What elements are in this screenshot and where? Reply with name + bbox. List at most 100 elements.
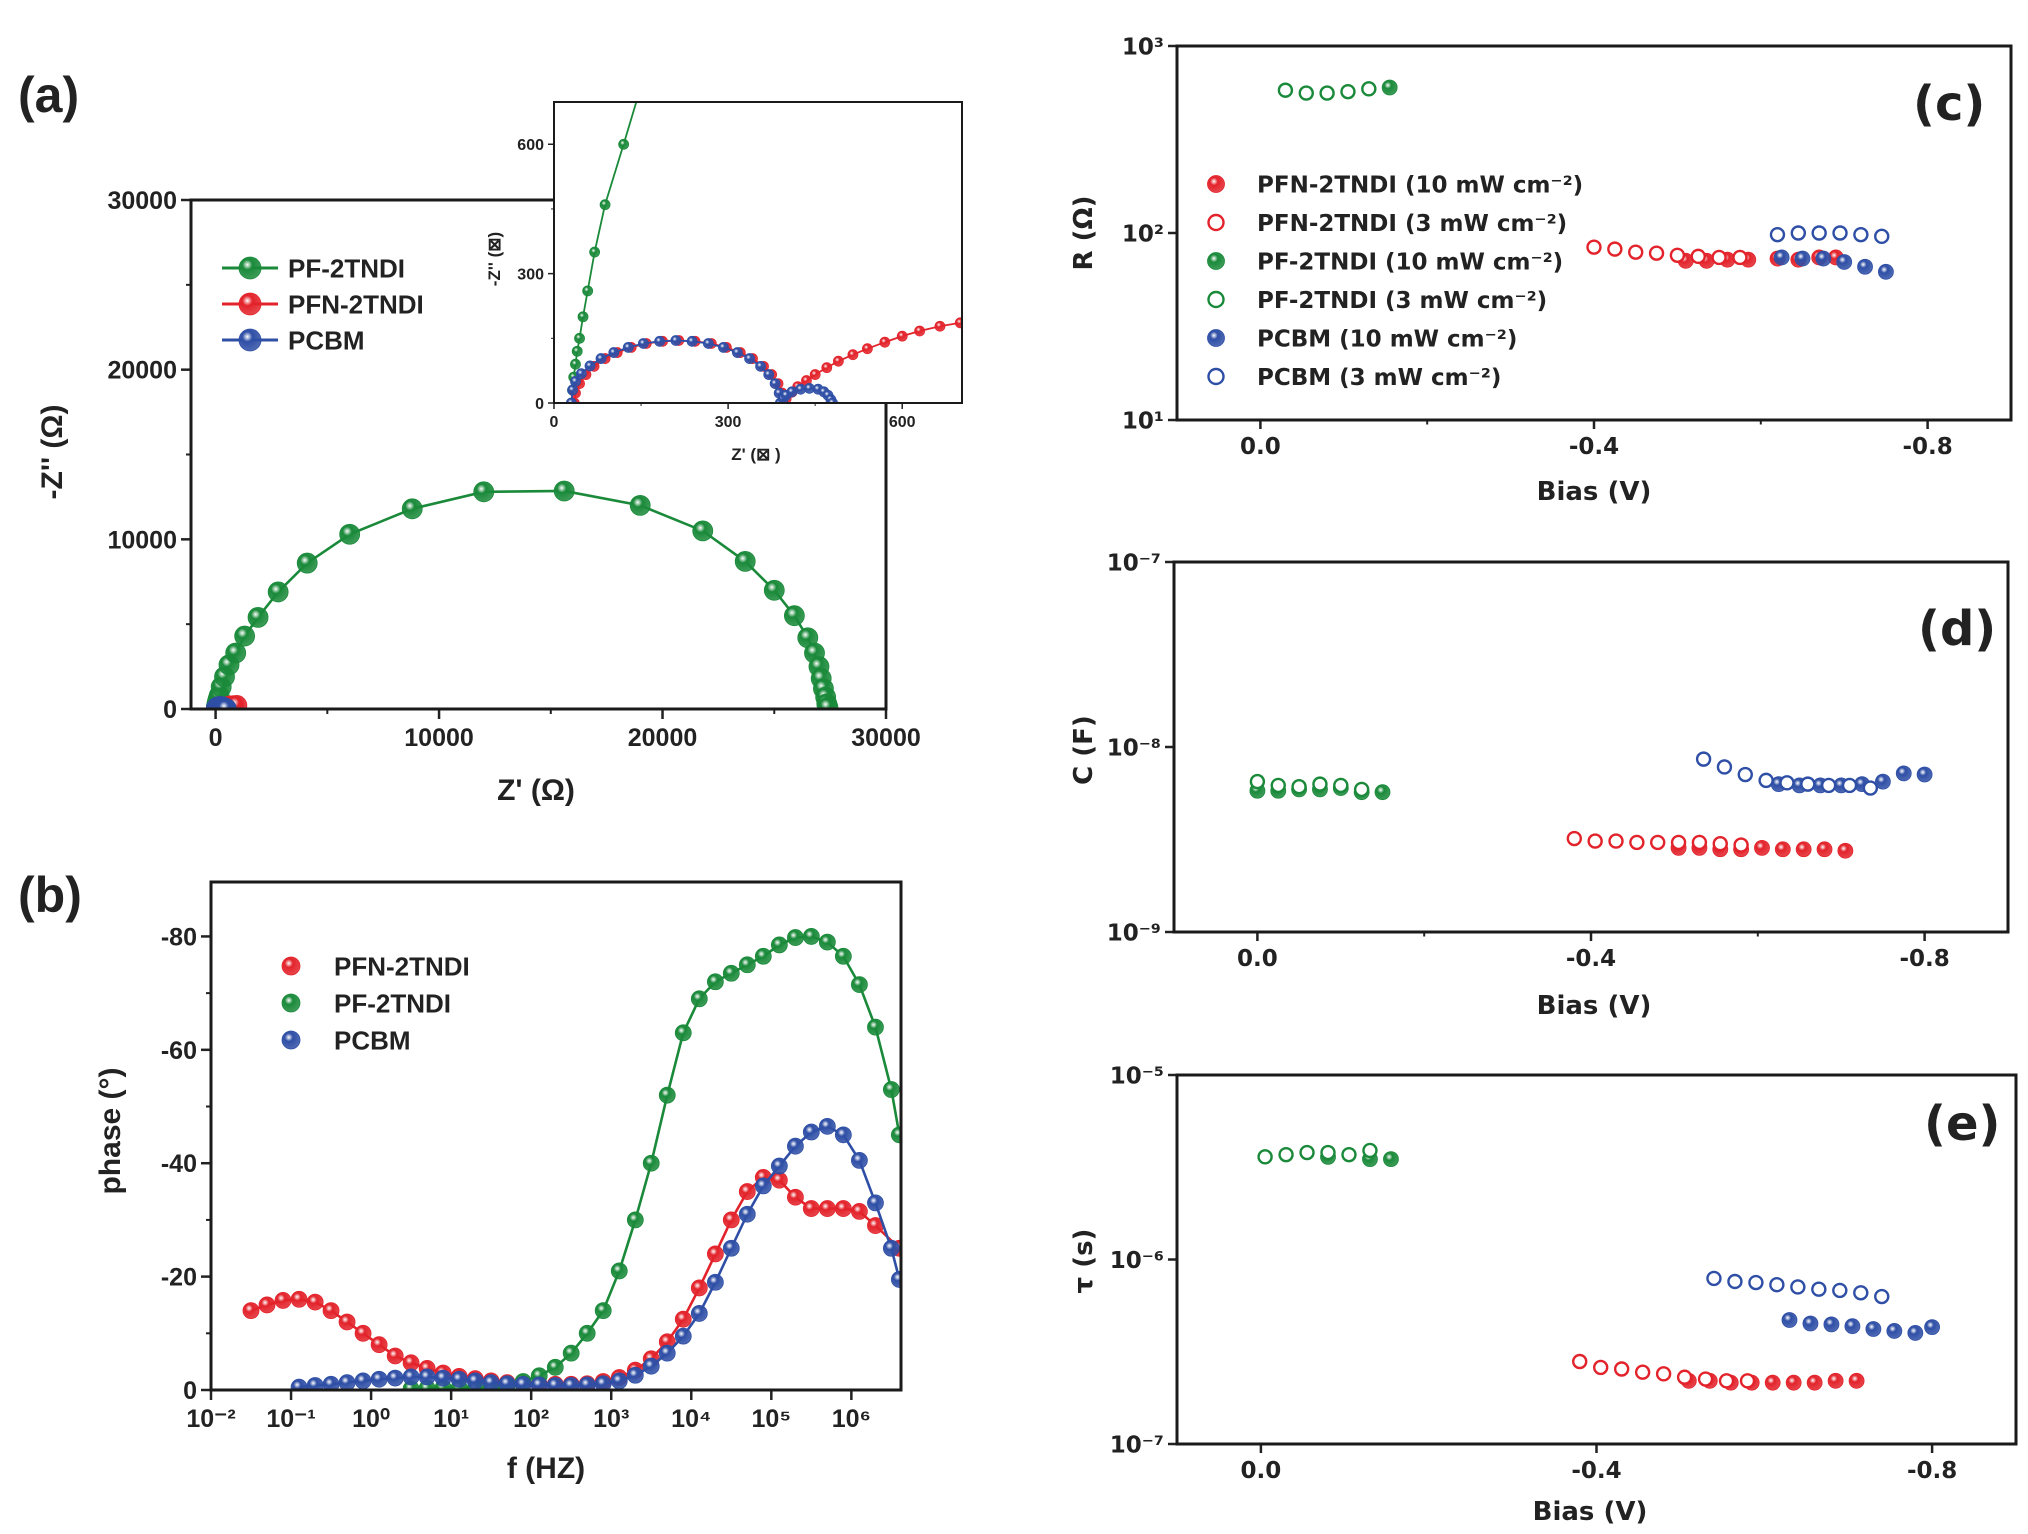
data-point — [1748, 1274, 1764, 1291]
data-point — [290, 1290, 308, 1308]
y-axis-title: R (Ω) — [1069, 196, 1099, 271]
data-point — [755, 360, 767, 372]
data-point — [575, 368, 587, 380]
data-point — [1769, 226, 1786, 243]
data-point — [418, 1368, 436, 1386]
data-point — [1299, 1144, 1315, 1161]
chart-panel-3: 10⁻² 10⁻¹ 10⁰ 10¹ 10² 10³ 10⁴ 10⁵ 10⁶ 0 -20 -40 -60 -… — [18, 867, 903, 1485]
legend-label: PCBM (10 mW cm⁻²) — [1257, 326, 1517, 352]
legend-label: PF-2TNDI (3 mW cm⁻²) — [1257, 288, 1547, 314]
y-tick-label: 10² — [1122, 221, 1164, 247]
data-point — [832, 355, 844, 367]
data-point — [1333, 777, 1349, 794]
data-point — [434, 1369, 452, 1387]
y-tick-label: 10⁻⁸ — [1107, 735, 1161, 761]
x-axis-title: Bias (V) — [1537, 991, 1652, 1021]
data-point — [1629, 834, 1645, 851]
data-point — [402, 1354, 420, 1372]
data-point — [594, 1375, 612, 1390]
data-point — [1670, 834, 1687, 851]
y-tick-label: 30000 — [107, 187, 177, 215]
axes-frame — [553, 101, 963, 404]
x-tick-label: 10000 — [404, 724, 474, 752]
data-point — [274, 1292, 292, 1309]
legend-marker — [281, 993, 301, 1013]
data-point — [1800, 776, 1816, 792]
data-point — [769, 378, 781, 389]
data-point — [818, 933, 836, 951]
x-tick-label: 0.0 — [1241, 1458, 1282, 1484]
data-point — [1823, 1316, 1840, 1333]
legend-item: PFN-2TNDI (10 mW cm⁻²) — [1207, 172, 1583, 198]
data-point — [1669, 247, 1686, 263]
x-tick-label: -0.8 — [1899, 946, 1949, 972]
data-point — [754, 947, 772, 965]
legend-item: PCBM (3 mW cm⁻²) — [1207, 365, 1501, 391]
data-point — [450, 1370, 468, 1388]
data-point — [1737, 766, 1753, 783]
data-point — [1655, 1366, 1672, 1382]
data-point — [570, 358, 581, 370]
y-tick-label: 0 — [183, 1377, 197, 1405]
data-point — [1732, 249, 1748, 266]
data-point — [686, 335, 698, 347]
data-point — [738, 1205, 756, 1223]
data-point — [1837, 842, 1854, 859]
x-tick-label: 0 — [550, 414, 559, 431]
data-point — [1697, 1371, 1714, 1387]
data-point — [1587, 833, 1603, 849]
axes-frame — [1175, 44, 2013, 422]
y-axis-title: τ (s) — [1069, 1229, 1099, 1294]
data-point — [1716, 759, 1733, 775]
data-point — [734, 550, 756, 572]
data-point — [386, 1347, 404, 1365]
data-point — [802, 1200, 820, 1217]
data-point — [890, 1126, 901, 1144]
y-tick-label: 10000 — [107, 526, 177, 554]
data-point — [722, 964, 740, 982]
legend-item: PFN-2TNDI (3 mW cm⁻²) — [1207, 211, 1567, 237]
legend-marker — [1207, 290, 1225, 309]
data-point — [1718, 1373, 1735, 1389]
legend-label: PCBM (3 mW cm⁻²) — [1257, 365, 1501, 391]
data-point — [1691, 834, 1708, 851]
data-point — [1862, 780, 1879, 796]
data-point — [1790, 1279, 1806, 1295]
data-point — [642, 1154, 660, 1172]
series-pcbm — [205, 696, 237, 709]
series-series-3 — [1257, 1142, 1378, 1165]
data-point — [637, 338, 649, 349]
x-tick-label: 600 — [889, 414, 916, 431]
plot-area — [242, 928, 901, 1390]
data-point — [599, 199, 611, 211]
data-point — [1790, 225, 1807, 241]
data-point — [1916, 766, 1933, 783]
legend-marker — [1207, 367, 1225, 386]
data-point — [1100, 307, 1110, 317]
data-point — [1298, 85, 1314, 101]
data-point — [225, 642, 247, 664]
x-tick-label: -0.8 — [1907, 1458, 1957, 1484]
data-point — [763, 579, 785, 601]
data-point — [1572, 1353, 1588, 1370]
data-point — [642, 62, 652, 72]
data-point — [738, 1183, 756, 1200]
data-point — [386, 1369, 404, 1387]
data-point — [658, 1086, 676, 1104]
data-point — [306, 1293, 324, 1311]
data-point — [690, 1305, 708, 1322]
data-point — [1648, 245, 1665, 261]
data-point — [867, 1194, 884, 1212]
data-point — [1802, 1315, 1819, 1332]
y-tick-label: 10¹ — [1122, 408, 1164, 434]
plot-area — [205, 480, 839, 709]
data-point — [626, 1211, 644, 1229]
data-point — [802, 928, 820, 945]
x-axis-title: f (HZ) — [507, 1452, 585, 1485]
legend-label: PFN-2TNDI — [288, 289, 424, 319]
x-tick-label: 10³ — [593, 1405, 629, 1433]
series-line — [214, 489, 830, 709]
data-point — [934, 320, 946, 332]
data-point — [1739, 1373, 1756, 1389]
